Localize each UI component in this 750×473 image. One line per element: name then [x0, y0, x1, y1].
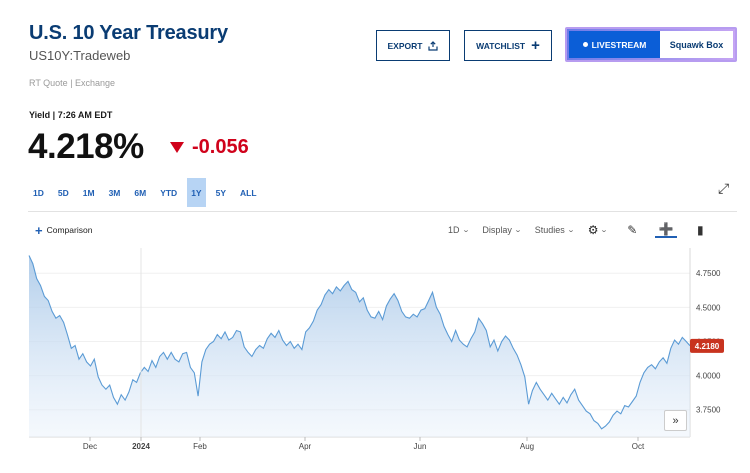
x-tick-label: Aug — [520, 442, 534, 451]
last-value-label: 4.2180 — [695, 342, 720, 351]
x-tick-label: Feb — [193, 442, 207, 451]
price-value: 4.218% — [28, 127, 144, 166]
studies-label: Studies — [534, 225, 565, 235]
range-6m[interactable]: 6M — [134, 187, 147, 198]
price-change: -0.056 — [170, 136, 249, 159]
page-title: U.S. 10 Year Treasury — [29, 22, 228, 44]
draw-pencil-icon[interactable]: ✎ — [627, 223, 638, 237]
interval-label: 1D — [448, 225, 460, 235]
chart-toolbar: 1D ⌄ Display ⌄ Studies ⌄ ⚙ ⌄ ✎ ➕ ▮ — [448, 218, 723, 242]
chevron-down-icon: ⌄ — [461, 227, 470, 234]
x-tick-label: 2024 — [132, 442, 150, 451]
interval-dropdown[interactable]: 1D ⌄ — [448, 225, 470, 235]
range-1m[interactable]: 1M — [82, 187, 95, 198]
y-tick-label: 4.5000 — [696, 303, 721, 312]
range-5d[interactable]: 5D — [57, 187, 69, 198]
divider — [28, 211, 737, 212]
watchlist-label: WATCHLIST — [476, 40, 526, 51]
livestream-label: LIVESTREAM — [591, 39, 647, 50]
y-tick-label: 4.0000 — [696, 372, 721, 381]
range-1d[interactable]: 1D — [33, 187, 44, 198]
ticker-symbol: US10Y:Tradeweb — [29, 48, 131, 63]
range-all[interactable]: ALL — [240, 187, 257, 198]
watchlist-button[interactable]: WATCHLIST + — [464, 30, 552, 61]
range-5y[interactable]: 5Y — [215, 187, 226, 198]
last-value-badge — [690, 338, 724, 353]
squawk-box-button[interactable]: Squawk Box — [669, 39, 724, 50]
x-tick-label: Dec — [83, 442, 97, 451]
scroll-forward-button[interactable]: » — [664, 410, 687, 431]
plus-icon: + — [531, 37, 540, 54]
chart-area-fill — [29, 255, 690, 437]
display-label: Display — [482, 225, 512, 235]
x-tick-label: Oct — [632, 442, 645, 451]
export-icon — [428, 40, 439, 51]
chevron-down-icon: ⌄ — [513, 227, 522, 234]
live-dot-icon — [582, 42, 588, 47]
y-tick-label: 4.7500 — [696, 269, 721, 278]
change-value: -0.056 — [192, 136, 249, 158]
studies-dropdown[interactable]: Studies ⌄ — [534, 225, 575, 235]
y-tick-label: 3.7500 — [696, 406, 721, 415]
range-ytd[interactable]: YTD — [160, 187, 178, 198]
plus-icon: + — [35, 222, 43, 238]
chevron-down-icon: ⌄ — [566, 227, 575, 234]
settings-dropdown[interactable]: ⚙ ⌄ — [587, 223, 609, 237]
chart-line — [28, 255, 691, 430]
range-1y[interactable]: 1Y — [187, 178, 206, 207]
gear-icon: ⚙ — [587, 223, 599, 237]
crosshair-icon[interactable]: ➕ — [655, 222, 678, 238]
export-label: EXPORT — [387, 40, 423, 51]
yield-timestamp: Yield | 7:26 AM EDT — [29, 110, 113, 120]
x-tick-label: Apr — [299, 442, 312, 451]
range-3m[interactable]: 3M — [108, 187, 121, 198]
livestream-button[interactable]: LIVESTREAM — [569, 31, 660, 58]
comparison-button[interactable]: + Comparison — [35, 218, 92, 242]
livestream-box: LIVESTREAM Squawk Box — [565, 27, 737, 62]
down-triangle-icon — [170, 142, 184, 153]
x-tick-label: Jun — [414, 442, 427, 451]
annotation-icon[interactable]: ▮ — [697, 223, 704, 237]
chevron-down-icon: ⌄ — [600, 227, 609, 234]
comparison-label: Comparison — [46, 225, 93, 235]
export-button[interactable]: EXPORT — [376, 30, 450, 61]
expand-icon[interactable]: ⤢ — [718, 180, 730, 196]
display-dropdown[interactable]: Display ⌄ — [482, 225, 522, 235]
range-selector: 1D 5D 1M 3M 6M YTD 1Y 5Y ALL — [29, 178, 267, 207]
quote-source: RT Quote | Exchange — [29, 78, 116, 88]
